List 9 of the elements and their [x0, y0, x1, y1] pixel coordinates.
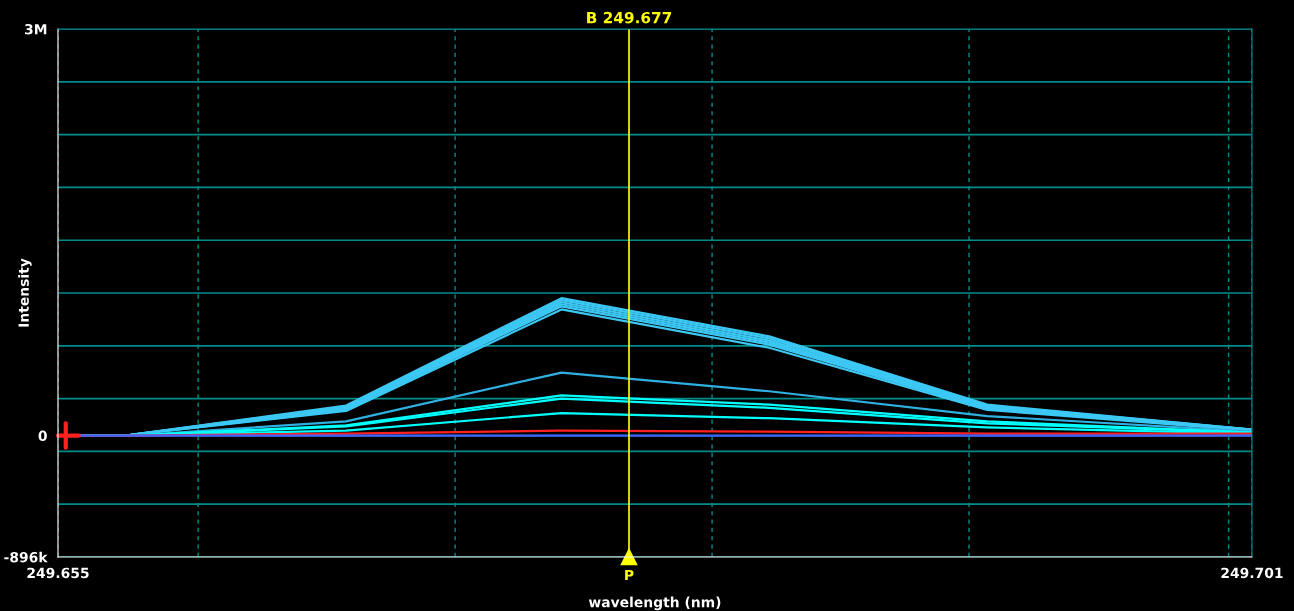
x-tick-label: 249.701 — [1221, 567, 1283, 579]
y-axis-title: Intensity — [18, 258, 32, 327]
y-tick-label: 0 — [38, 430, 47, 442]
y-tick-label: 3M — [25, 23, 47, 35]
ref-line-label: B 249.677 — [587, 11, 672, 24]
annotation: P — [625, 569, 634, 581]
x-tick-label: 249.655 — [27, 567, 89, 579]
x-axis-title: wavelength (nm) — [588, 596, 721, 611]
y-tick-label: -896k — [4, 551, 48, 563]
